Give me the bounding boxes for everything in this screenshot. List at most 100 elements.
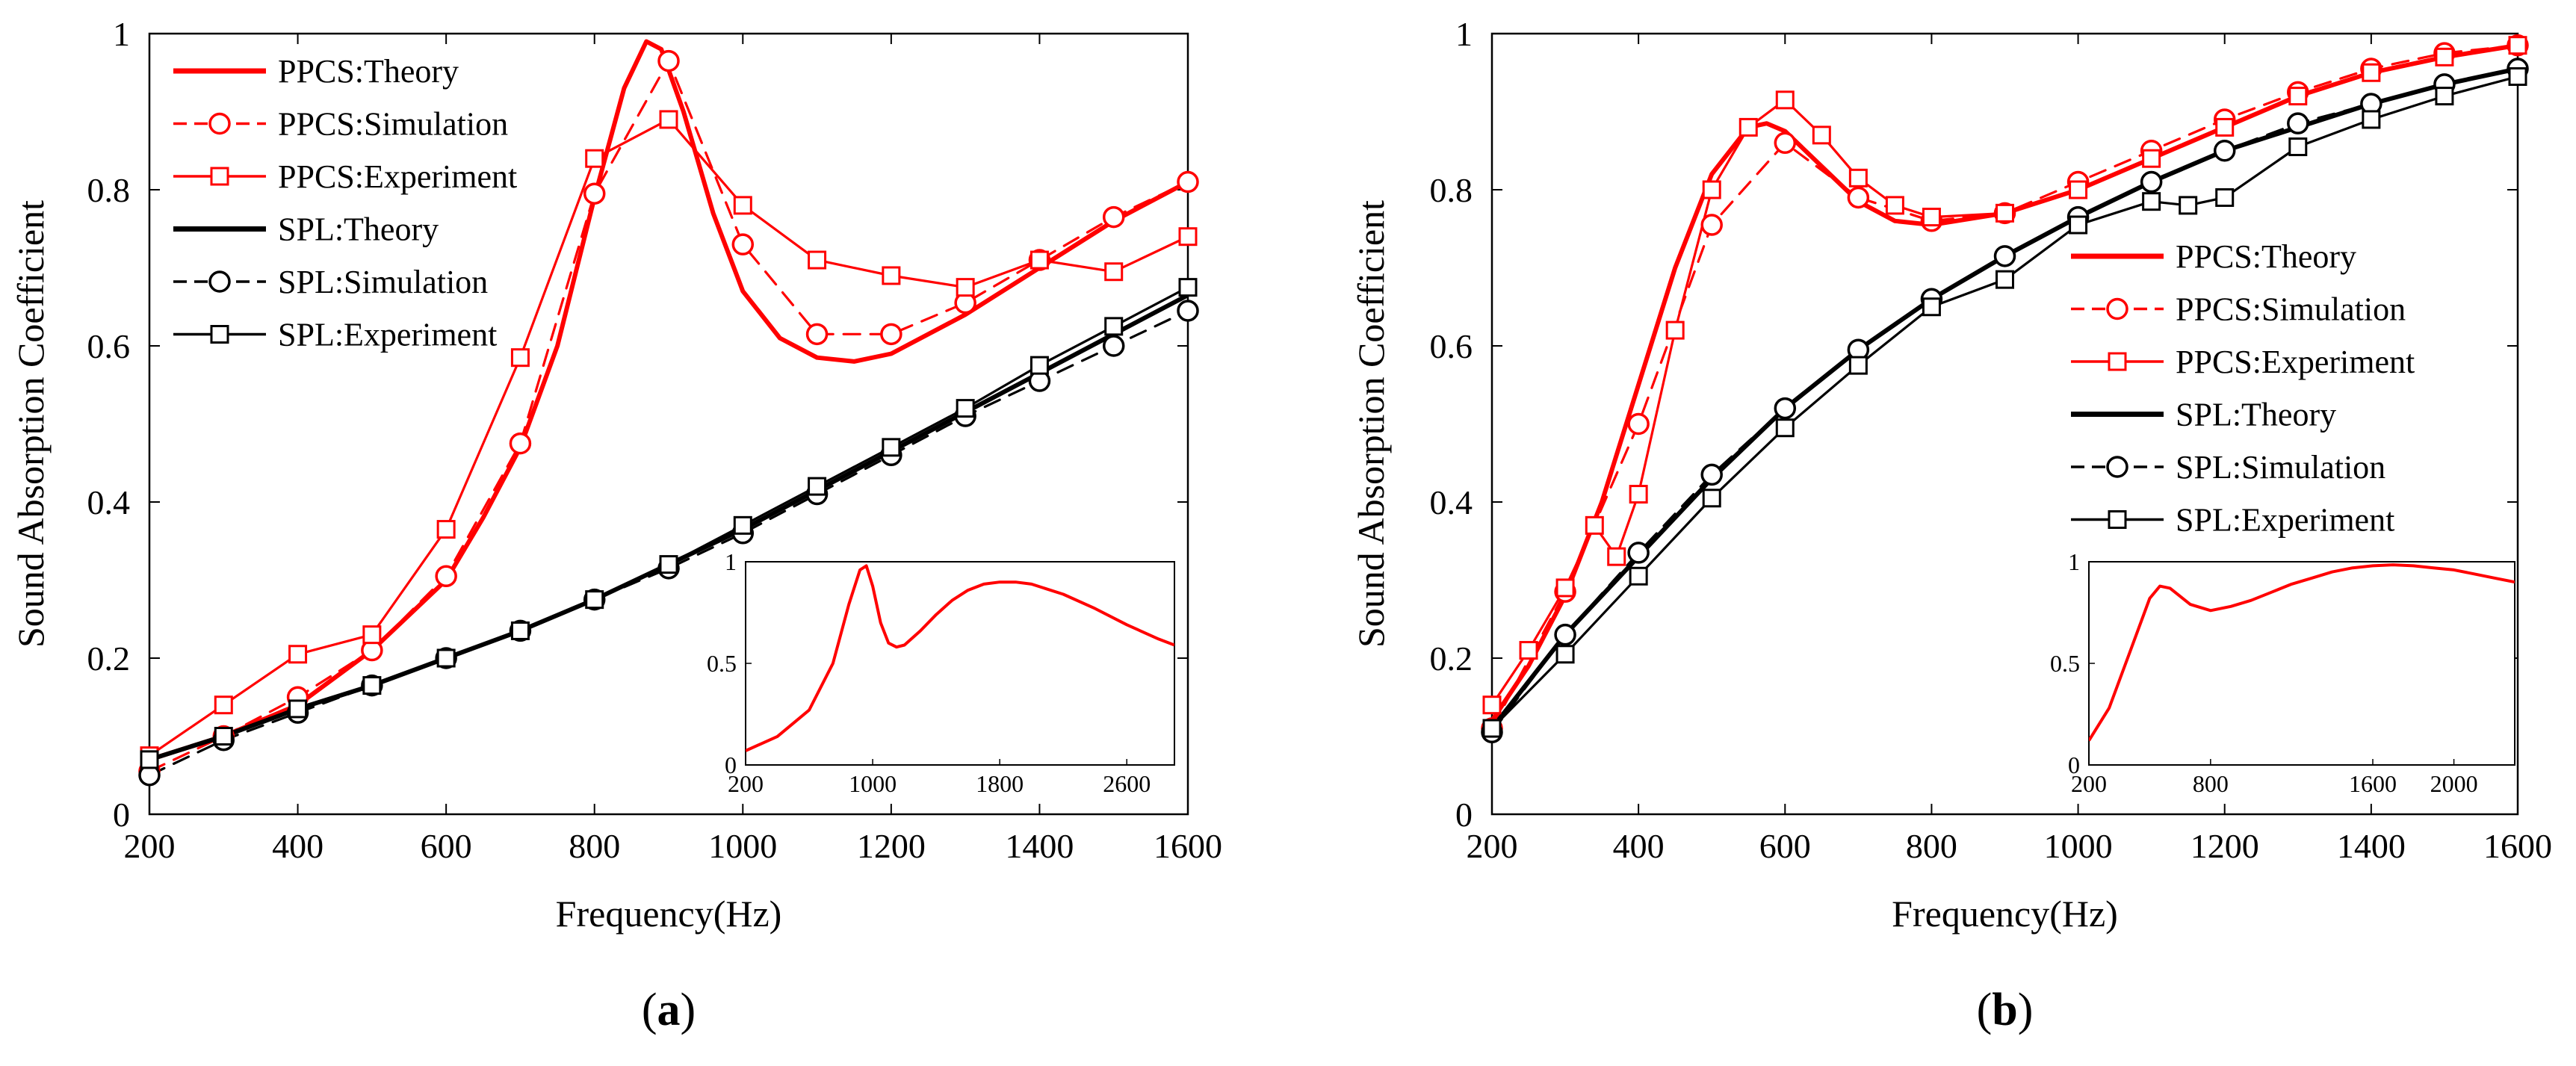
legend-marker-circle (2106, 297, 2128, 320)
y-tick-label: 1 (1455, 15, 1473, 53)
data-point-square (2069, 180, 2088, 199)
data-point-square (288, 699, 308, 719)
data-point-square (1030, 250, 1049, 270)
y-tick-label: 0 (1455, 796, 1473, 834)
panel-label-letter: b (1992, 985, 2017, 1035)
series-line-spl-experiment (1492, 75, 2518, 730)
data-point-circle (1774, 131, 1797, 155)
y-tick-label: 1 (113, 15, 130, 53)
data-point-circle (1177, 170, 1199, 193)
data-point-square (1482, 695, 1502, 715)
data-point-square (288, 645, 308, 664)
x-tick-label: 200 (1467, 827, 1518, 865)
panel-label: (a) (642, 985, 696, 1035)
inset-chart: 200 1000 1800 2600 0 0.5 1 (707, 548, 1175, 797)
data-point-square (882, 438, 901, 457)
data-point-square (1848, 356, 1868, 375)
data-point-circle (1847, 186, 1870, 209)
data-point-square (808, 477, 827, 496)
x-tick-label: 1000 (708, 827, 777, 865)
x-axis-label: Frequency(Hz) (556, 893, 782, 935)
y-tick-label: 0.2 (1430, 639, 1473, 678)
legend-marker-circle (208, 270, 231, 293)
data-point-square (2288, 137, 2308, 157)
inset-x-tick-label: 1000 (849, 770, 897, 797)
data-point-square (1482, 719, 1502, 738)
legend-label: PPCS:Simulation (2176, 291, 2406, 328)
legend: PPCS:Theory PPCS:Simulation PPCS:Experimen… (2071, 238, 2415, 539)
inset-y-tick-label: 1 (2068, 548, 2080, 575)
data-point-square (1178, 227, 1198, 247)
data-point-square (1702, 180, 1721, 199)
data-point-square (1555, 645, 1575, 664)
data-point-square (2215, 117, 2235, 137)
inset-x-tick-label: 200 (2071, 770, 2107, 797)
legend-marker-square (2108, 352, 2127, 371)
legend-label: PPCS:Experiment (278, 158, 517, 195)
legend-label: PPCS:Simulation (278, 106, 508, 143)
plot-frame (1490, 32, 2519, 816)
data-point-square (733, 515, 752, 535)
legend-label: SPL:Theory (2176, 397, 2336, 433)
data-point-square (956, 399, 975, 418)
data-point-square (2362, 63, 2381, 82)
legend: PPCS:Theory PPCS:Simulation PPCS:Experimen… (173, 53, 517, 353)
legend-label: SPL:Experiment (2176, 502, 2394, 539)
data-point-square (1848, 168, 1868, 188)
inset-frame (745, 561, 1175, 766)
y-tick-label: 0.6 (87, 327, 131, 365)
inset-y-tick-label: 1 (725, 548, 737, 575)
inset-series-line (746, 564, 1174, 752)
inset-y-tick-label: 0 (725, 752, 737, 778)
legend-label: SPL:Simulation (278, 264, 488, 300)
data-point-circle (880, 323, 902, 346)
data-point-square (2142, 149, 2161, 168)
data-point-circle (435, 565, 457, 588)
data-point-square (1665, 320, 1685, 340)
data-point-square (1629, 485, 1648, 504)
series-line-ppcs-experiment (1492, 44, 2518, 707)
y-axis-label: Sound Absorption Coefficient (1350, 200, 1392, 648)
inset-x-tick-label: 1800 (976, 770, 1024, 797)
data-point-square (2435, 47, 2454, 66)
data-point-square (140, 750, 159, 769)
inset-x-tick-label: 1600 (2349, 770, 2397, 797)
x-tick-label: 800 (1906, 827, 1957, 865)
data-point-square (510, 348, 530, 368)
data-point-square (1812, 125, 1831, 145)
data-point-square (362, 625, 382, 645)
legend-label: PPCS:Theory (278, 53, 459, 90)
plot-frame (148, 32, 1189, 816)
inset-series-line (2089, 563, 2515, 742)
data-point-square (1702, 489, 1721, 508)
data-point-square (585, 149, 604, 168)
data-point-circle (583, 182, 606, 205)
y-tick-label: 0.8 (1430, 171, 1473, 209)
inset-x-tick-label: 2000 (2430, 770, 2478, 797)
data-point-square (2288, 87, 2308, 106)
x-tick-label: 1600 (1154, 827, 1222, 865)
inset-x-tick-label: 800 (2193, 770, 2229, 797)
data-point-square (362, 676, 382, 695)
panel-label-open: ( (642, 985, 657, 1035)
data-point-square (659, 555, 678, 574)
data-point-circle (1700, 463, 1723, 486)
series-line-spl-simulation (149, 309, 1188, 777)
data-point-square (1775, 90, 1795, 110)
inset-y-tick-label: 0.5 (2050, 650, 2080, 677)
x-tick-label: 600 (421, 827, 472, 865)
data-point-square (1030, 356, 1049, 375)
inset-x-tick-label: 200 (728, 770, 764, 797)
y-tick-label: 0 (113, 796, 130, 834)
data-point-square (882, 266, 901, 285)
data-point-square (2508, 66, 2527, 86)
legend-label: SPL:Experiment (278, 317, 497, 353)
chart-panel-a: 200 400 600 800 1000 1200 1400 160000.20.40.60.… (10, 15, 1222, 1035)
data-point-square (1585, 515, 1604, 535)
data-point-circle (1102, 335, 1125, 357)
data-point-circle (1627, 542, 1650, 564)
data-point-square (1607, 547, 1626, 566)
data-point-circle (1774, 397, 1797, 420)
x-tick-label: 200 (124, 827, 176, 865)
panel-label: (b) (1977, 985, 2034, 1035)
